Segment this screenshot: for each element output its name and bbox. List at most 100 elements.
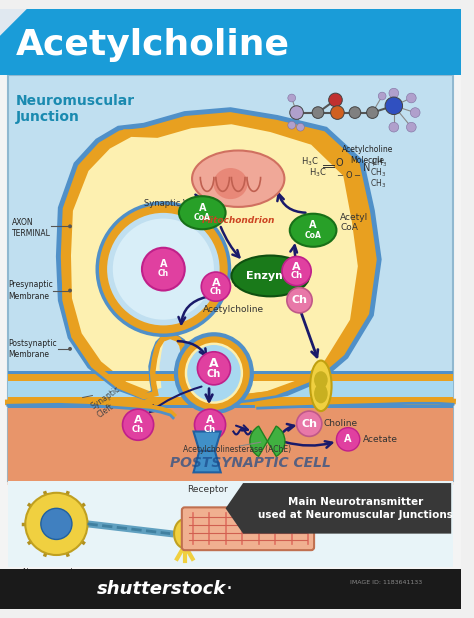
Ellipse shape xyxy=(314,384,328,404)
Circle shape xyxy=(194,409,226,440)
Circle shape xyxy=(330,106,344,119)
Circle shape xyxy=(366,107,378,119)
Text: A: A xyxy=(211,277,220,287)
Text: CoA: CoA xyxy=(305,231,321,240)
Circle shape xyxy=(41,509,72,540)
Bar xyxy=(0,9,461,75)
Text: A: A xyxy=(199,203,206,213)
Text: Acetylcholinesterase (AChE): Acetylcholinesterase (AChE) xyxy=(183,444,291,454)
Text: ·: · xyxy=(226,579,233,599)
Text: $\rm H_3C$: $\rm H_3C$ xyxy=(301,155,319,167)
Text: IMAGE ID: 1183641133: IMAGE ID: 1183641133 xyxy=(350,580,422,585)
Text: AXON
TERMINAL: AXON TERMINAL xyxy=(12,218,51,239)
Bar xyxy=(0,569,461,609)
Text: Mitochondrion: Mitochondrion xyxy=(201,216,275,225)
Text: Ch: Ch xyxy=(210,287,222,296)
Text: Choline: Choline xyxy=(324,419,358,428)
Circle shape xyxy=(201,272,230,301)
Text: Receptor: Receptor xyxy=(187,485,228,494)
Text: Acetylcholine: Acetylcholine xyxy=(203,305,264,314)
Text: A: A xyxy=(160,260,167,269)
Wedge shape xyxy=(267,426,285,457)
Bar xyxy=(8,405,453,408)
Text: Presynaptic
Membrane: Presynaptic Membrane xyxy=(8,281,53,300)
Ellipse shape xyxy=(231,255,309,297)
Text: CoA: CoA xyxy=(194,213,210,222)
Text: Ch: Ch xyxy=(292,295,308,305)
Circle shape xyxy=(349,107,361,119)
Bar xyxy=(8,481,453,567)
Circle shape xyxy=(68,347,72,351)
Polygon shape xyxy=(71,124,358,394)
Circle shape xyxy=(406,122,416,132)
Circle shape xyxy=(297,411,322,436)
Circle shape xyxy=(113,219,214,320)
Text: Ch: Ch xyxy=(301,419,317,429)
Text: Synaptic Vesicle: Synaptic Vesicle xyxy=(144,198,212,208)
Bar xyxy=(8,376,453,405)
Polygon shape xyxy=(0,9,27,36)
Circle shape xyxy=(197,352,230,385)
Text: $\rm N^+$: $\rm N^+$ xyxy=(362,161,377,174)
Ellipse shape xyxy=(174,519,195,548)
Circle shape xyxy=(288,94,296,102)
Wedge shape xyxy=(250,426,267,457)
Circle shape xyxy=(389,122,399,132)
Text: A: A xyxy=(134,415,142,425)
Text: Acetylcholine: Acetylcholine xyxy=(16,28,290,62)
Polygon shape xyxy=(193,451,221,472)
Polygon shape xyxy=(8,380,453,485)
Bar xyxy=(8,371,453,374)
Text: Ch: Ch xyxy=(204,425,216,434)
Ellipse shape xyxy=(314,371,328,389)
Text: A: A xyxy=(206,415,214,425)
Text: $\rm -O-$: $\rm -O-$ xyxy=(336,169,362,180)
Ellipse shape xyxy=(176,334,252,412)
Text: shutterstock: shutterstock xyxy=(97,580,227,598)
Text: Enzyme: Enzyme xyxy=(246,271,294,281)
Text: Synaptic
Cleft: Synaptic Cleft xyxy=(90,385,128,420)
Text: Neuromuscular
Junction: Neuromuscular Junction xyxy=(16,94,135,124)
Ellipse shape xyxy=(182,340,246,406)
Circle shape xyxy=(282,256,311,286)
Text: $\rm CH_3$: $\rm CH_3$ xyxy=(372,156,388,169)
Bar xyxy=(8,373,453,381)
Circle shape xyxy=(290,106,303,119)
Circle shape xyxy=(142,248,185,290)
Ellipse shape xyxy=(310,360,332,411)
Polygon shape xyxy=(193,431,221,451)
Circle shape xyxy=(288,121,296,129)
Text: Acetyl
CoA: Acetyl CoA xyxy=(340,213,369,232)
Circle shape xyxy=(312,107,324,119)
Ellipse shape xyxy=(187,345,241,401)
Circle shape xyxy=(406,93,416,103)
Text: Ch: Ch xyxy=(291,271,302,280)
Text: Acetylcholine
Molecule: Acetylcholine Molecule xyxy=(342,145,393,165)
Circle shape xyxy=(378,92,386,100)
Circle shape xyxy=(287,287,312,313)
Text: $\rm O$: $\rm O$ xyxy=(336,156,345,168)
Bar xyxy=(8,405,453,478)
Circle shape xyxy=(385,97,402,114)
Circle shape xyxy=(389,88,399,98)
Text: Ch: Ch xyxy=(158,269,169,279)
Text: A: A xyxy=(209,357,219,370)
Ellipse shape xyxy=(179,196,226,229)
Ellipse shape xyxy=(290,214,337,247)
Ellipse shape xyxy=(192,151,284,207)
Text: $\rm H_3C$: $\rm H_3C$ xyxy=(309,167,327,179)
Bar xyxy=(8,397,453,405)
Polygon shape xyxy=(58,109,379,401)
Text: $\rm CH_3$: $\rm CH_3$ xyxy=(370,167,386,179)
Text: A: A xyxy=(292,262,301,272)
Circle shape xyxy=(68,224,72,228)
Text: Main Neurotransmitter
used at Neuromuscular Junctions: Main Neurotransmitter used at Neuromuscu… xyxy=(258,497,453,520)
Circle shape xyxy=(122,409,154,440)
Circle shape xyxy=(105,211,222,328)
Text: A: A xyxy=(345,434,352,444)
Circle shape xyxy=(97,203,229,335)
Circle shape xyxy=(328,93,342,107)
Text: Ch: Ch xyxy=(132,425,144,434)
Ellipse shape xyxy=(213,168,247,199)
Text: $\rm CH_3$: $\rm CH_3$ xyxy=(370,177,386,190)
